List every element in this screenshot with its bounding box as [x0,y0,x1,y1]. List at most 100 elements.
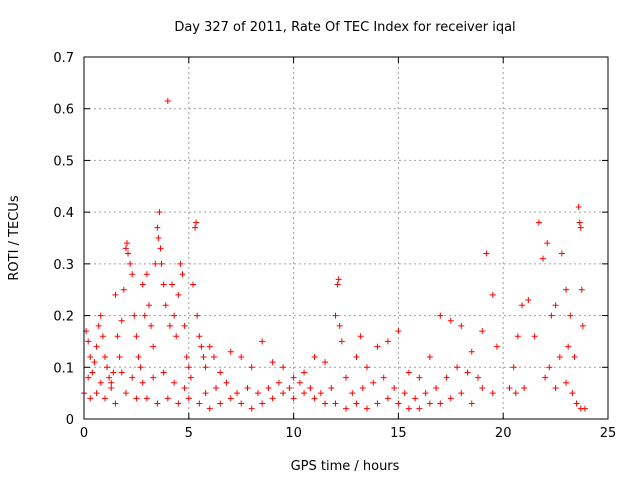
data-point [127,260,134,267]
data-point [145,302,152,309]
data-point [573,400,580,407]
data-point [143,271,150,278]
data-point [99,333,106,340]
data-point [110,369,117,376]
data-point [521,384,528,391]
data-point [328,384,335,391]
data-point [175,291,182,298]
data-point [85,374,92,381]
data-point [177,260,184,267]
data-point [122,390,129,397]
data-point [154,224,161,231]
x-tick-label: 5 [185,426,193,441]
data-point [571,353,578,360]
data-point [206,343,213,350]
data-point [286,384,293,391]
data-point [395,400,402,407]
data-point [416,405,423,412]
data-point [332,400,339,407]
data-point [181,322,188,329]
data-point [101,395,108,402]
y-tick-label: 0.7 [53,51,74,66]
data-point [244,384,251,391]
data-point [189,281,196,288]
data-point [447,317,454,324]
data-point [506,384,513,391]
data-point [196,333,203,340]
data-point [269,359,276,366]
grid [84,57,608,419]
data-point [206,405,213,412]
data-point [238,400,245,407]
data-point [187,374,194,381]
data-point [489,390,496,397]
data-point [575,203,582,210]
data-point [416,374,423,381]
y-tick-label: 0.1 [53,361,74,376]
data-point [213,384,220,391]
data-points [81,97,588,412]
data-point [160,369,167,376]
data-point [185,395,192,402]
data-point [227,395,234,402]
data-point [227,348,234,355]
data-point [198,343,205,350]
data-point [353,400,360,407]
data-point [334,281,341,288]
data-point [123,240,130,247]
data-point [353,353,360,360]
data-point [380,374,387,381]
data-point [173,333,180,340]
data-point [141,312,148,319]
data-point [433,384,440,391]
data-point [210,353,217,360]
data-point [535,219,542,226]
y-tick-label: 0 [66,413,74,428]
data-point [468,400,475,407]
data-point [171,379,178,386]
data-point [437,312,444,319]
data-point [217,369,224,376]
data-point [405,369,412,376]
data-point [101,353,108,360]
data-point [579,322,586,329]
data-point [343,405,349,412]
data-point [493,343,500,350]
data-point [479,328,486,335]
data-point [443,374,450,381]
data-point [426,353,433,360]
data-point [384,395,391,402]
y-tick-label: 0.5 [53,154,74,169]
data-point [162,302,169,309]
data-point [131,312,138,319]
x-axis-label: GPS time / hours [291,459,400,474]
data-point [160,281,167,288]
data-point [217,400,224,407]
data-point [97,312,104,319]
data-point [125,250,132,257]
data-point [349,390,356,397]
data-point [395,328,402,335]
data-point [196,400,203,407]
data-point [164,395,171,402]
data-point [95,322,102,329]
data-point [137,364,144,371]
data-point [118,317,125,324]
y-tick-label: 0.6 [53,103,74,118]
data-point [290,395,297,402]
data-point [164,97,171,104]
data-point [118,369,125,376]
data-point [338,338,345,345]
data-point [565,343,572,350]
data-point [152,260,159,267]
data-point [143,395,150,402]
data-point [280,364,287,371]
data-point [150,343,157,350]
data-point [120,286,127,293]
data-point [133,333,140,340]
data-point [458,390,465,397]
data-point [185,364,192,371]
data-point [158,260,165,267]
data-point [157,245,164,252]
data-point [93,390,100,397]
